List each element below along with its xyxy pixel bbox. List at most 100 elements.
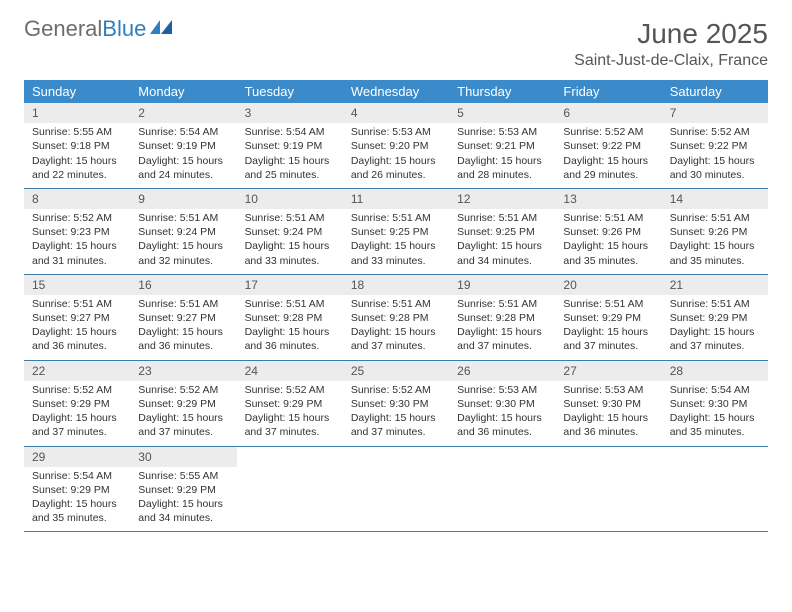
day-number: 14	[662, 189, 768, 209]
day-number: 7	[662, 103, 768, 123]
day-info: Sunrise: 5:52 AMSunset: 9:22 PMDaylight:…	[662, 123, 768, 188]
daylight-text: Daylight: 15 hours and 34 minutes.	[138, 497, 228, 525]
daylight-text: Daylight: 15 hours and 37 minutes.	[563, 325, 653, 353]
sunset-text: Sunset: 9:19 PM	[138, 139, 228, 153]
day-number: 17	[237, 275, 343, 295]
sunset-text: Sunset: 9:24 PM	[245, 225, 335, 239]
sunrise-text: Sunrise: 5:52 AM	[138, 383, 228, 397]
day-number: 22	[24, 361, 130, 381]
sunset-text: Sunset: 9:30 PM	[457, 397, 547, 411]
calendar-week: 22Sunrise: 5:52 AMSunset: 9:29 PMDayligh…	[24, 361, 768, 447]
calendar-week: 15Sunrise: 5:51 AMSunset: 9:27 PMDayligh…	[24, 275, 768, 361]
daylight-text: Daylight: 15 hours and 35 minutes.	[670, 411, 760, 439]
logo: GeneralBlue	[24, 18, 176, 40]
daylight-text: Daylight: 15 hours and 31 minutes.	[32, 239, 122, 267]
sunrise-text: Sunrise: 5:53 AM	[457, 125, 547, 139]
sunrise-text: Sunrise: 5:54 AM	[670, 383, 760, 397]
day-number: 9	[130, 189, 236, 209]
sunrise-text: Sunrise: 5:51 AM	[670, 211, 760, 225]
day-number: 28	[662, 361, 768, 381]
daylight-text: Daylight: 15 hours and 29 minutes.	[563, 154, 653, 182]
calendar-page: GeneralBlue June 2025 Saint-Just-de-Clai…	[0, 0, 792, 550]
sunset-text: Sunset: 9:26 PM	[563, 225, 653, 239]
sunrise-text: Sunrise: 5:51 AM	[138, 211, 228, 225]
daylight-text: Daylight: 15 hours and 37 minutes.	[32, 411, 122, 439]
day-info: Sunrise: 5:51 AMSunset: 9:25 PMDaylight:…	[449, 209, 555, 274]
sunrise-text: Sunrise: 5:51 AM	[457, 297, 547, 311]
daylight-text: Daylight: 15 hours and 34 minutes.	[457, 239, 547, 267]
daylight-text: Daylight: 15 hours and 36 minutes.	[457, 411, 547, 439]
calendar-day: 14Sunrise: 5:51 AMSunset: 9:26 PMDayligh…	[662, 189, 768, 274]
day-info: Sunrise: 5:55 AMSunset: 9:18 PMDaylight:…	[24, 123, 130, 188]
sunset-text: Sunset: 9:22 PM	[563, 139, 653, 153]
day-number: 21	[662, 275, 768, 295]
sunrise-text: Sunrise: 5:54 AM	[245, 125, 335, 139]
day-number: 23	[130, 361, 236, 381]
calendar-day: 25Sunrise: 5:52 AMSunset: 9:30 PMDayligh…	[343, 361, 449, 446]
day-info: Sunrise: 5:51 AMSunset: 9:27 PMDaylight:…	[24, 295, 130, 360]
day-number: 11	[343, 189, 449, 209]
calendar-day: ....	[237, 447, 343, 532]
sunrise-text: Sunrise: 5:54 AM	[32, 469, 122, 483]
weekday-col: Sunday	[24, 80, 130, 103]
day-info: Sunrise: 5:54 AMSunset: 9:29 PMDaylight:…	[24, 467, 130, 532]
day-info: Sunrise: 5:53 AMSunset: 9:30 PMDaylight:…	[449, 381, 555, 446]
sunset-text: Sunset: 9:27 PM	[32, 311, 122, 325]
daylight-text: Daylight: 15 hours and 35 minutes.	[563, 239, 653, 267]
day-info: Sunrise: 5:52 AMSunset: 9:30 PMDaylight:…	[343, 381, 449, 446]
calendar-week: 8Sunrise: 5:52 AMSunset: 9:23 PMDaylight…	[24, 189, 768, 275]
daylight-text: Daylight: 15 hours and 30 minutes.	[670, 154, 760, 182]
day-number: 25	[343, 361, 449, 381]
day-number: 3	[237, 103, 343, 123]
day-number: 15	[24, 275, 130, 295]
calendar-day: 12Sunrise: 5:51 AMSunset: 9:25 PMDayligh…	[449, 189, 555, 274]
daylight-text: Daylight: 15 hours and 22 minutes.	[32, 154, 122, 182]
sunrise-text: Sunrise: 5:52 AM	[245, 383, 335, 397]
calendar-day: 11Sunrise: 5:51 AMSunset: 9:25 PMDayligh…	[343, 189, 449, 274]
calendar-week: 1Sunrise: 5:55 AMSunset: 9:18 PMDaylight…	[24, 103, 768, 189]
weekday-col: Friday	[555, 80, 661, 103]
day-number: 13	[555, 189, 661, 209]
calendar-day: 10Sunrise: 5:51 AMSunset: 9:24 PMDayligh…	[237, 189, 343, 274]
calendar-day: 13Sunrise: 5:51 AMSunset: 9:26 PMDayligh…	[555, 189, 661, 274]
sunset-text: Sunset: 9:29 PM	[245, 397, 335, 411]
sunrise-text: Sunrise: 5:51 AM	[351, 297, 441, 311]
sunset-text: Sunset: 9:29 PM	[670, 311, 760, 325]
calendar-day: 28Sunrise: 5:54 AMSunset: 9:30 PMDayligh…	[662, 361, 768, 446]
weekday-col: Saturday	[662, 80, 768, 103]
calendar-day: 22Sunrise: 5:52 AMSunset: 9:29 PMDayligh…	[24, 361, 130, 446]
sunset-text: Sunset: 9:28 PM	[245, 311, 335, 325]
calendar-day: 20Sunrise: 5:51 AMSunset: 9:29 PMDayligh…	[555, 275, 661, 360]
calendar-day: 5Sunrise: 5:53 AMSunset: 9:21 PMDaylight…	[449, 103, 555, 188]
sunrise-text: Sunrise: 5:55 AM	[138, 469, 228, 483]
day-info: Sunrise: 5:54 AMSunset: 9:19 PMDaylight:…	[130, 123, 236, 188]
sunrise-text: Sunrise: 5:51 AM	[32, 297, 122, 311]
weekday-header: Sunday Monday Tuesday Wednesday Thursday…	[24, 80, 768, 103]
sunrise-text: Sunrise: 5:51 AM	[563, 297, 653, 311]
sunrise-text: Sunrise: 5:53 AM	[457, 383, 547, 397]
sunset-text: Sunset: 9:23 PM	[32, 225, 122, 239]
daylight-text: Daylight: 15 hours and 37 minutes.	[245, 411, 335, 439]
sunrise-text: Sunrise: 5:52 AM	[563, 125, 653, 139]
day-number: 2	[130, 103, 236, 123]
day-number: 18	[343, 275, 449, 295]
calendar-day: 21Sunrise: 5:51 AMSunset: 9:29 PMDayligh…	[662, 275, 768, 360]
day-number: 10	[237, 189, 343, 209]
day-number: 12	[449, 189, 555, 209]
calendar-day: 26Sunrise: 5:53 AMSunset: 9:30 PMDayligh…	[449, 361, 555, 446]
page-title: June 2025	[574, 18, 768, 50]
calendar-day: ....	[449, 447, 555, 532]
sunset-text: Sunset: 9:28 PM	[457, 311, 547, 325]
day-info: Sunrise: 5:51 AMSunset: 9:28 PMDaylight:…	[449, 295, 555, 360]
calendar-week: 29Sunrise: 5:54 AMSunset: 9:29 PMDayligh…	[24, 447, 768, 533]
calendar-body: 1Sunrise: 5:55 AMSunset: 9:18 PMDaylight…	[24, 103, 768, 532]
day-info: Sunrise: 5:51 AMSunset: 9:28 PMDaylight:…	[237, 295, 343, 360]
daylight-text: Daylight: 15 hours and 24 minutes.	[138, 154, 228, 182]
sunset-text: Sunset: 9:29 PM	[138, 483, 228, 497]
day-info: Sunrise: 5:51 AMSunset: 9:26 PMDaylight:…	[662, 209, 768, 274]
daylight-text: Daylight: 15 hours and 35 minutes.	[32, 497, 122, 525]
daylight-text: Daylight: 15 hours and 37 minutes.	[351, 325, 441, 353]
calendar-day: 8Sunrise: 5:52 AMSunset: 9:23 PMDaylight…	[24, 189, 130, 274]
calendar-day: 2Sunrise: 5:54 AMSunset: 9:19 PMDaylight…	[130, 103, 236, 188]
day-number: 16	[130, 275, 236, 295]
